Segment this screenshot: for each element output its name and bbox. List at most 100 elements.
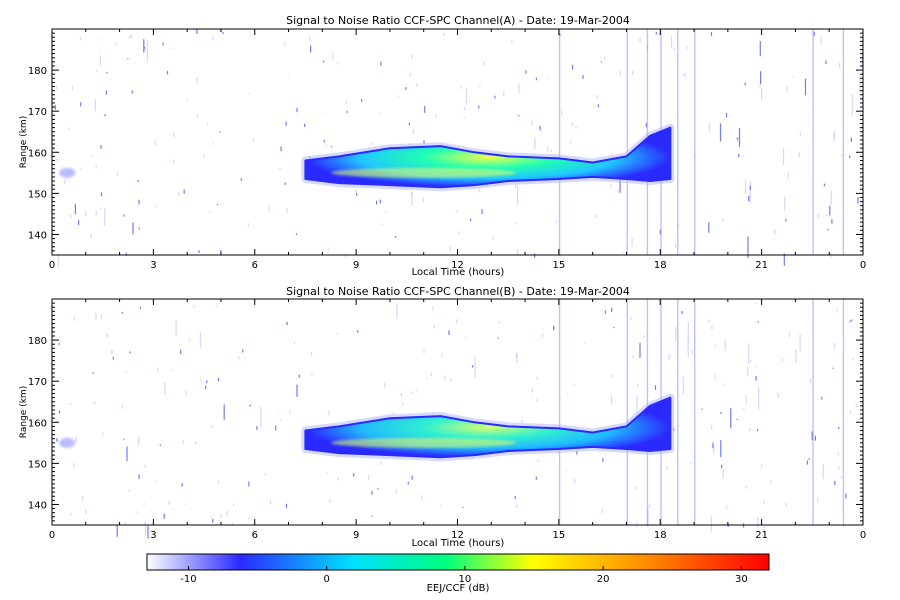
noise-speck (323, 139, 325, 143)
noise-speck (100, 145, 102, 149)
noise-speck (212, 35, 214, 40)
panel-a-x-axis: 0 3 6 9 12 15 18 21 0 (49, 29, 866, 271)
noise-speck (569, 142, 572, 145)
noise-speck (411, 191, 413, 196)
noise-speck (479, 84, 481, 86)
noise-speck (216, 203, 218, 205)
noise-speck (456, 210, 458, 213)
noise-speck (211, 425, 213, 429)
noise-speck (143, 47, 146, 49)
noise-speck (220, 514, 222, 519)
noise-speck (85, 211, 87, 216)
noise-speck (749, 185, 751, 190)
noise-speck (249, 404, 251, 407)
y-tick-label: 150 (28, 189, 47, 200)
noise-speck (121, 404, 123, 409)
noise-speck (531, 120, 533, 125)
noise-speck (356, 193, 358, 196)
noise-speck (788, 332, 790, 338)
noise-speck (212, 142, 214, 145)
noise-speck (95, 312, 97, 321)
noise-speck (458, 231, 460, 235)
noise-streak (842, 299, 845, 525)
noise-speck (691, 349, 693, 354)
noise-speck (395, 489, 398, 494)
noise-speck (515, 183, 517, 188)
noise-speck (481, 209, 483, 214)
noise-speck (422, 197, 424, 203)
noise-speck (171, 369, 173, 372)
noise-speck (518, 83, 520, 94)
noise-speck (619, 176, 621, 193)
noise-speck (268, 205, 270, 211)
x-tick-label: 3 (150, 530, 156, 541)
noise-speck (396, 302, 398, 319)
noise-speck (285, 121, 287, 126)
noise-speck (112, 350, 114, 353)
noise-speck (293, 341, 296, 344)
noise-speck (125, 521, 127, 525)
noise-speck (100, 192, 103, 196)
noise-speck (450, 377, 452, 381)
noise-speck (206, 380, 208, 384)
x-tick-label: 0 (49, 530, 55, 541)
noise-speck (411, 475, 413, 480)
noise-speck (711, 425, 713, 430)
noise-speck (763, 524, 765, 533)
noise-speck (755, 376, 757, 381)
noise-speck (575, 126, 577, 129)
noise-speck (483, 61, 485, 67)
noise-speck (164, 382, 166, 395)
noise-speck (858, 418, 860, 420)
noise-speck (639, 342, 641, 358)
x-tick-label: 6 (252, 260, 258, 271)
noise-speck (573, 383, 575, 386)
echo-peak (330, 167, 517, 178)
noise-speck (252, 138, 254, 142)
noise-speck (745, 394, 747, 404)
noise-speck (73, 463, 75, 469)
noise-speck (123, 214, 125, 217)
noise-speck (435, 114, 437, 118)
noise-speck (298, 374, 300, 378)
noise-speck (223, 404, 225, 420)
x-tick-label: 12 (451, 260, 464, 271)
noise-speck (198, 250, 200, 253)
noise-speck (79, 37, 82, 41)
noise-speck (395, 236, 397, 238)
noise-speck (196, 113, 198, 118)
noise-speck (260, 406, 262, 429)
x-tick-label: 6 (252, 530, 258, 541)
noise-speck (432, 307, 434, 311)
noise-speck (162, 42, 164, 46)
noise-speck (756, 366, 758, 369)
noise-speck (203, 154, 205, 159)
noise-speck (808, 458, 810, 460)
noise-speck (701, 408, 703, 410)
noise-speck (275, 425, 277, 431)
noise-speck (402, 403, 404, 406)
colorbar: -10 0 10 20 30 EEJ/CCF (dB) (146, 553, 770, 594)
noise-speck (474, 356, 476, 378)
noise-speck (104, 114, 106, 117)
noise-speck (94, 99, 96, 112)
noise-speck (409, 72, 411, 78)
noise-speck (71, 85, 73, 91)
x-tick-label: 12 (451, 530, 464, 541)
noise-speck (56, 438, 58, 442)
noise-speck (613, 326, 615, 329)
noise-speck (144, 503, 146, 505)
noise-speck (128, 489, 130, 492)
noise-speck (837, 452, 839, 456)
noise-speck (760, 71, 762, 85)
noise-speck (611, 395, 613, 405)
noise-speck (723, 383, 725, 386)
colorbar-tick-label: 30 (735, 574, 748, 585)
noise-speck (465, 336, 467, 339)
noise-speck (694, 155, 696, 159)
colorbar-tick-label: 0 (324, 574, 330, 585)
y-tick-label: 160 (28, 148, 47, 159)
panel-b-echo (301, 393, 675, 462)
noise-speck (685, 74, 687, 76)
noise-speck (708, 122, 710, 132)
